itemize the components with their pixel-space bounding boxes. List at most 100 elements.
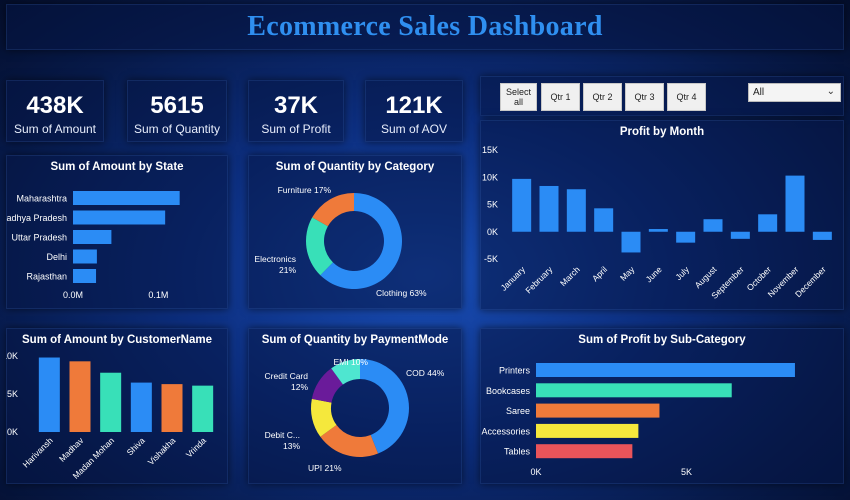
category-label: Delhi bbox=[46, 252, 67, 262]
bar bbox=[38, 357, 60, 432]
kpi-value: 438K bbox=[26, 92, 84, 119]
donut-slice bbox=[320, 425, 379, 457]
donut-slice bbox=[360, 359, 409, 454]
slice-label: Furniture 17% bbox=[278, 185, 332, 195]
x-tick-label: July bbox=[673, 264, 691, 282]
kpi-card-quantity[interactable]: 5615 Sum of Quantity bbox=[127, 80, 227, 142]
slice-label: UPI 21% bbox=[308, 463, 342, 473]
bar bbox=[676, 231, 696, 243]
y-tick-label: 5K bbox=[487, 200, 498, 210]
donut-slice bbox=[311, 368, 343, 403]
slice-label: COD 44% bbox=[406, 368, 445, 378]
slice-label: Electronics bbox=[254, 254, 296, 264]
x-tick-label: June bbox=[644, 264, 664, 284]
bar bbox=[73, 249, 97, 264]
tick-label: 0.0M bbox=[63, 290, 83, 300]
donut-slice bbox=[320, 193, 402, 289]
chart-panel-profit-by-month: Profit by Month -5K 0K 5K 10K 15K January Febr… bbox=[480, 120, 844, 310]
profit-by-subcategory-chart: Printers Bookcases Saree Accessories Tables 0… bbox=[481, 363, 795, 477]
bar bbox=[192, 385, 214, 432]
donut-slice bbox=[331, 359, 360, 385]
chart-title: Sum of Profit by Sub-Category bbox=[578, 334, 746, 346]
bar bbox=[73, 269, 97, 283]
bar bbox=[648, 229, 668, 232]
category-label: Bookcases bbox=[486, 386, 531, 396]
x-tick-label: April bbox=[590, 264, 609, 283]
category-label: Accessories bbox=[481, 426, 530, 436]
chart-title: Profit by Month bbox=[619, 126, 705, 138]
y-tick-label: 15K bbox=[482, 145, 498, 155]
bar bbox=[512, 178, 532, 232]
kpi-value: 5615 bbox=[150, 92, 204, 119]
y-tick-label: 0K bbox=[487, 227, 498, 237]
slicer-select-all-button[interactable]: Select all bbox=[500, 83, 537, 111]
donut-slice bbox=[312, 193, 354, 227]
bar bbox=[73, 191, 180, 205]
slice-label: EMI 10% bbox=[334, 357, 369, 367]
bar bbox=[812, 231, 832, 240]
y-tick-label: 10K bbox=[482, 172, 498, 182]
slice-label: 12% bbox=[291, 382, 308, 392]
chart-panel-quantity-by-category: Sum of Quantity by Category Clothing 63%… bbox=[248, 155, 462, 309]
x-tick-label: February bbox=[523, 264, 555, 296]
slicer-qtr1-button[interactable]: Qtr 1 bbox=[541, 83, 580, 111]
slicer-qtr2-button[interactable]: Qtr 2 bbox=[583, 83, 622, 111]
x-tick-label: Madhav bbox=[57, 435, 86, 464]
slicer-qtr4-button[interactable]: Qtr 4 bbox=[667, 83, 706, 111]
category-label: Madhya Pradesh bbox=[6, 213, 67, 223]
category-label: Uttar Pradesh bbox=[11, 233, 67, 243]
y-tick-label: 5K bbox=[7, 389, 18, 399]
x-tick-label: August bbox=[693, 264, 719, 290]
chart-panel-amount-by-state: Sum of Amount by State Maharashtra Madhya… bbox=[6, 155, 228, 309]
bar bbox=[758, 214, 778, 232]
chevron-down-icon: ⌄ bbox=[826, 86, 835, 97]
kpi-label: Sum of Profit bbox=[261, 122, 331, 136]
x-tick-label: March bbox=[558, 264, 582, 288]
kpi-card-amount[interactable]: 438K Sum of Amount bbox=[6, 80, 104, 142]
y-tick-label: 10K bbox=[6, 351, 18, 361]
category-label: Rajasthan bbox=[26, 272, 67, 282]
slice-label: Debit C... bbox=[265, 430, 300, 440]
kpi-value: 37K bbox=[273, 92, 319, 119]
filter-dropdown[interactable]: All ⌄ bbox=[748, 83, 841, 102]
slicer-qtr3-button[interactable]: Qtr 3 bbox=[625, 83, 664, 111]
tick-label: 0.1M bbox=[148, 290, 168, 300]
category-label: Tables bbox=[504, 447, 531, 457]
dashboard-title: Ecommerce Sales Dashboard bbox=[247, 11, 603, 42]
tick-label: 5K bbox=[681, 467, 692, 477]
slice-label: Clothing 63% bbox=[376, 288, 427, 298]
x-tick-label: Shiva bbox=[125, 435, 147, 457]
bar bbox=[100, 372, 122, 432]
chart-title: Sum of Quantity by Category bbox=[275, 161, 435, 173]
bar bbox=[536, 403, 660, 418]
chart-panel-profit-by-subcategory: Sum of Profit by Sub-Category Printers Bo… bbox=[480, 328, 844, 484]
quantity-by-paymentmode-chart: COD 44% UPI 21% Debit C...13% Credit Card12… bbox=[265, 357, 445, 473]
x-tick-label: Vrinda bbox=[184, 435, 208, 459]
slice-label: 13% bbox=[283, 441, 300, 451]
kpi-card-aov[interactable]: 121K Sum of AOV bbox=[365, 80, 463, 142]
chart-title: Sum of Quantity by PaymentMode bbox=[261, 334, 449, 346]
kpi-value: 121K bbox=[385, 92, 443, 119]
chart-panel-amount-by-customer: Sum of Amount by CustomerName 0K 5K 10K Har… bbox=[6, 328, 228, 484]
kpi-label: Sum of AOV bbox=[380, 122, 448, 136]
category-label: Maharashtra bbox=[16, 194, 67, 204]
kpi-label: Sum of Quantity bbox=[133, 122, 221, 136]
category-label: Saree bbox=[506, 406, 530, 416]
y-tick-label: -5K bbox=[484, 254, 498, 264]
bar bbox=[130, 382, 152, 432]
bar bbox=[69, 361, 91, 432]
donut-slice bbox=[311, 398, 337, 437]
y-tick-label: 0K bbox=[7, 427, 18, 437]
slice-label: 21% bbox=[279, 265, 296, 275]
bar bbox=[730, 231, 750, 239]
title-panel: Ecommerce Sales Dashboard bbox=[6, 4, 844, 50]
bar bbox=[539, 185, 559, 232]
bar bbox=[536, 383, 732, 398]
kpi-card-profit[interactable]: 37K Sum of Profit bbox=[248, 80, 344, 142]
x-tick-label: Harivansh bbox=[21, 435, 55, 469]
slice-label: Credit Card bbox=[265, 371, 309, 381]
bar bbox=[73, 230, 112, 244]
bar bbox=[73, 210, 166, 225]
